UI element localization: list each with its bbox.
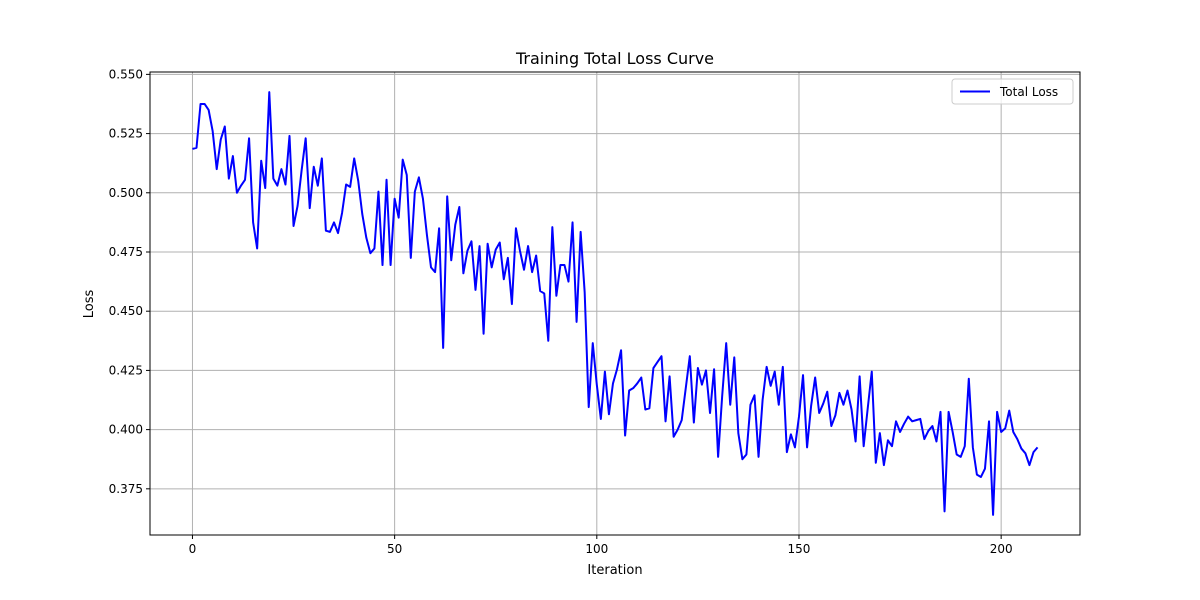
total-loss-series-line [192,91,1039,516]
y-tick-label: 0.475 [109,245,143,259]
legend-label: Total Loss [999,85,1058,99]
ticks: 0 50 100 150 200 0.375 0.400 0.425 0.450 0.475 0.5… [109,67,1013,556]
y-tick-label: 0.525 [109,127,143,141]
y-tick-label: 0.375 [109,482,143,496]
chart-title: Training Total Loss Curve [515,49,714,68]
y-tick-label: 0.500 [109,186,143,200]
y-tick-label: 0.550 [109,67,143,81]
x-tick-label: 200 [990,542,1013,556]
legend-box [951,78,1074,105]
x-axis-label: Iteration [587,563,642,578]
y-tick-label: 0.450 [109,304,143,318]
x-tick-label: 50 [387,542,402,556]
grid [150,72,1080,535]
plot-area [192,91,1039,516]
y-tick-label: 0.400 [109,423,143,437]
y-axis-label: Loss [82,290,97,319]
legend: Total Loss [951,78,1074,105]
x-tick-label: 150 [788,542,811,556]
y-tick-label: 0.425 [109,363,143,377]
x-tick-label: 0 [189,542,197,556]
axes-frame [149,71,1081,536]
x-tick-label: 100 [585,542,608,556]
